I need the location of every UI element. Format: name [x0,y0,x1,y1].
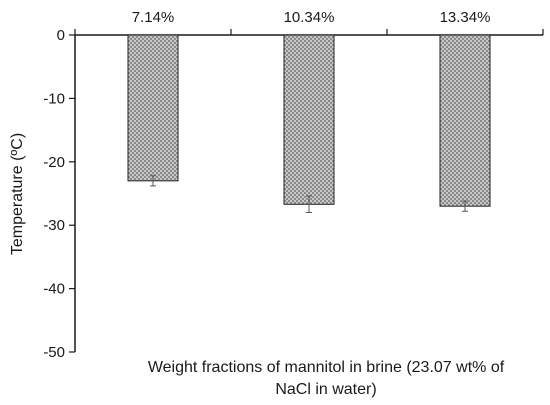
category-label: 10.34% [284,9,335,26]
y-tick-label: -10 [43,90,65,107]
bar [439,34,491,207]
y-tick-label: -30 [43,217,65,234]
bar [127,34,179,182]
y-tick-label: -40 [43,281,65,298]
y-tick-label: -20 [43,154,65,171]
y-axis-title: Temperature (ºC) [9,133,26,255]
category-label: 7.14% [132,9,175,26]
y-tick-label: -50 [43,344,65,361]
plot-area: 0 -10 -20 -30 -40 -50 7.14% 10.34% 13.34% [43,9,544,361]
x-axis-title-line-1: Weight fractions of mannitol in brine (2… [148,359,505,376]
category-label: 13.34% [440,9,491,26]
y-tick-label: 0 [57,27,65,44]
bar [283,34,335,205]
x-axis-title-line-2: NaCl in water) [275,381,376,398]
